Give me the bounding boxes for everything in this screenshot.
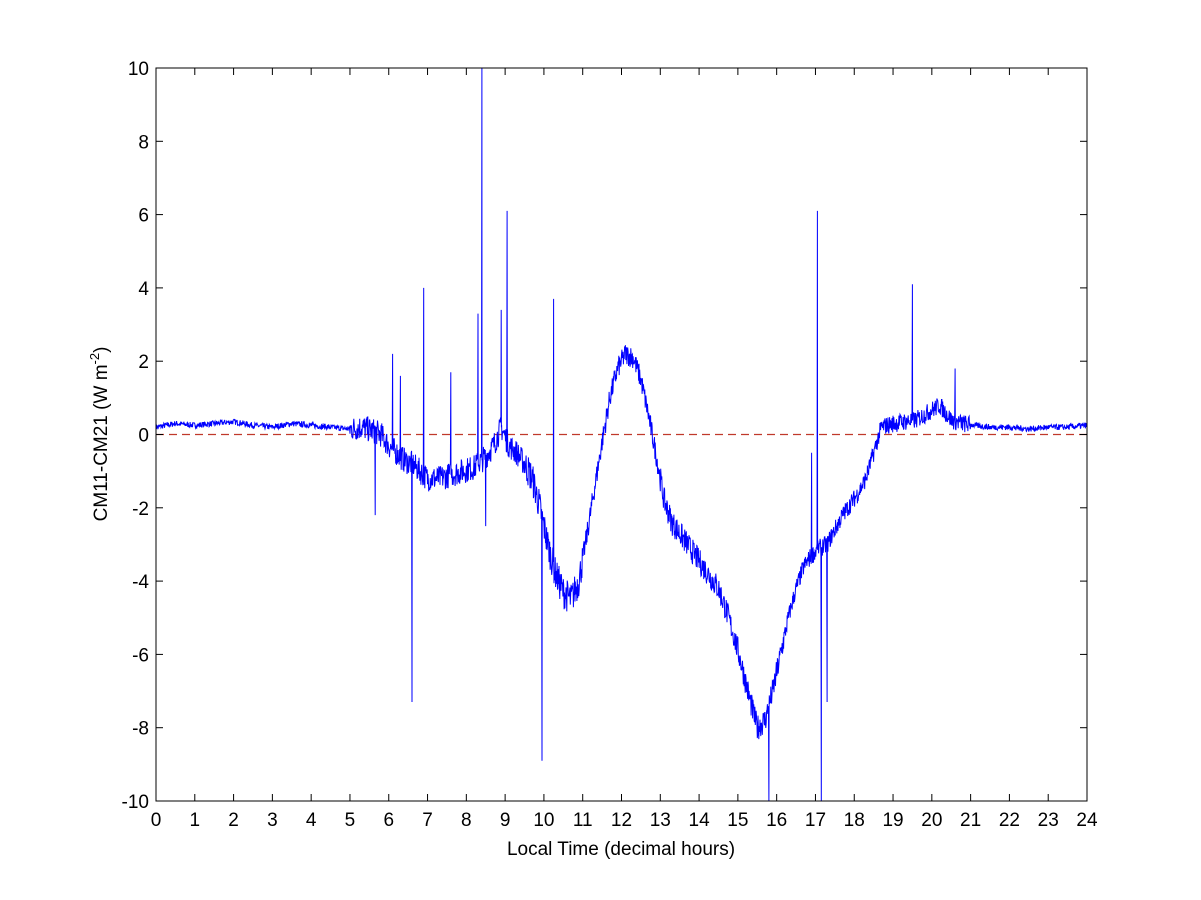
y-tick-label: 0: [138, 426, 149, 447]
x-tick-label: 4: [306, 810, 317, 831]
y-axis-label: CM11-CM21 (W m-2): [87, 347, 112, 522]
y-tick-label: 2: [138, 352, 149, 373]
y-tick-label: -4: [132, 572, 149, 593]
y-tick-label: 10: [128, 59, 149, 80]
x-tick-label: 21: [960, 810, 981, 831]
plot-area: [155, 67, 1088, 802]
y-axis-label-main: CM11-CM21 (W m: [91, 364, 112, 521]
axis-ticks: 0 1 2 3 4 5 6 7 8 9 10 11 12 13 14 15 16 17 18 19 20 21 22 23 24…: [122, 59, 1098, 831]
y-tick-label: 8: [138, 132, 149, 153]
x-tick-label: 13: [650, 810, 671, 831]
x-tick-label: 10: [533, 810, 554, 831]
series-line: [155, 67, 1088, 802]
x-tick-label: 14: [689, 810, 711, 831]
x-tick-label: 22: [999, 810, 1020, 831]
y-tick-label: 6: [138, 206, 149, 227]
x-tick-label: 8: [461, 810, 472, 831]
x-tick-label: 19: [882, 810, 903, 831]
y-tick-label: 4: [138, 279, 149, 300]
x-tick-label: 7: [422, 810, 433, 831]
x-tick-label: 1: [190, 810, 201, 831]
x-tick-label: 2: [228, 810, 239, 831]
x-axis-label: Local Time (decimal hours): [507, 839, 735, 860]
y-tick-label: -10: [122, 792, 149, 813]
x-tick-label: 11: [573, 810, 593, 831]
y-axis-label-superscript: -2: [87, 353, 102, 365]
y-tick-label: -8: [132, 719, 149, 740]
x-tick-label: 17: [805, 810, 826, 831]
x-tick-label: 23: [1038, 810, 1059, 831]
x-tick-label: 0: [151, 810, 162, 831]
x-tick-label: 15: [727, 810, 748, 831]
x-tick-label: 6: [383, 810, 394, 831]
x-tick-label: 12: [611, 810, 632, 831]
x-tick-label: 5: [345, 810, 356, 831]
x-tick-label: 9: [500, 810, 511, 831]
y-tick-label: -6: [132, 645, 149, 666]
x-tick-label: 16: [766, 810, 787, 831]
x-tick-label: 20: [921, 810, 942, 831]
x-tick-label: 24: [1076, 810, 1098, 831]
y-tick-label: -2: [132, 499, 149, 520]
x-tick-label: 18: [844, 810, 865, 831]
x-tick-label: 3: [267, 810, 278, 831]
y-axis-label-close: ): [91, 347, 112, 353]
